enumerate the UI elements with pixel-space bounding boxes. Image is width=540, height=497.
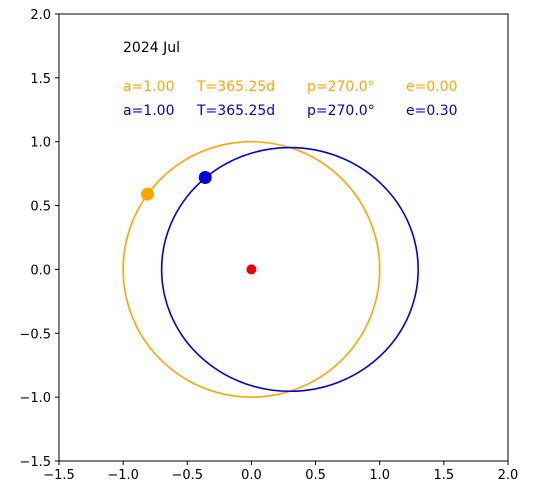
orbit-1-eccentricity: e=0.00: [406, 79, 458, 95]
x-tick-label: −1.0: [107, 468, 139, 483]
orbits-layer: [122, 140, 419, 398]
x-tick-label: 1.5: [434, 468, 455, 483]
y-tick-label: 1.5: [30, 72, 51, 87]
axes-frame: [58, 13, 509, 462]
x-tick-label: 2.0: [498, 468, 519, 483]
planet-marker-1: [141, 187, 155, 201]
x-tick-label: −1.5: [43, 468, 75, 483]
orbit-2-a: a=1.00: [123, 103, 174, 119]
orbit-info-row-1: a=1.00 T=365.25d p=270.0° e=0.00: [123, 79, 458, 95]
y-tick-label: −1.0: [19, 391, 51, 406]
date-label: 2024 Jul: [123, 40, 180, 56]
y-tick-label: −1.5: [19, 455, 51, 470]
x-tick-label: −0.5: [171, 468, 203, 483]
orbit-info-row-2: a=1.00 T=365.25d p=270.0° e=0.30: [123, 103, 458, 119]
y-tick-label: 1.0: [30, 136, 51, 151]
y-tick-label: −0.5: [19, 327, 51, 342]
markers-layer: [141, 170, 257, 275]
orbit-1-a: a=1.00: [123, 79, 174, 95]
x-tick-label: 1.0: [369, 468, 390, 483]
x-tick-label: 0.5: [305, 468, 326, 483]
y-tick-label: 2.0: [30, 8, 51, 23]
orbit-2-phase: p=270.0°: [307, 103, 375, 119]
y-tick-label: 0.0: [30, 263, 51, 278]
sun-marker: [246, 264, 257, 275]
orbit-path-1: [122, 140, 381, 398]
ticks-layer: −1.5 −1.0 −0.5 0.0 0.5 1.0 1.5 2.0 −1.5 −1.0 −0.5 0…: [19, 8, 518, 483]
orbit-1-period: T=365.25d: [196, 79, 275, 95]
x-tick-label: 0.0: [241, 468, 262, 483]
y-tick-label: 0.5: [30, 200, 51, 215]
orbit-2-eccentricity: e=0.30: [406, 103, 458, 119]
orbit-2-period: T=365.25d: [196, 103, 275, 119]
planet-marker-2: [198, 170, 212, 184]
orbit-path-2: [160, 146, 419, 393]
orbit-1-phase: p=270.0°: [307, 79, 375, 95]
